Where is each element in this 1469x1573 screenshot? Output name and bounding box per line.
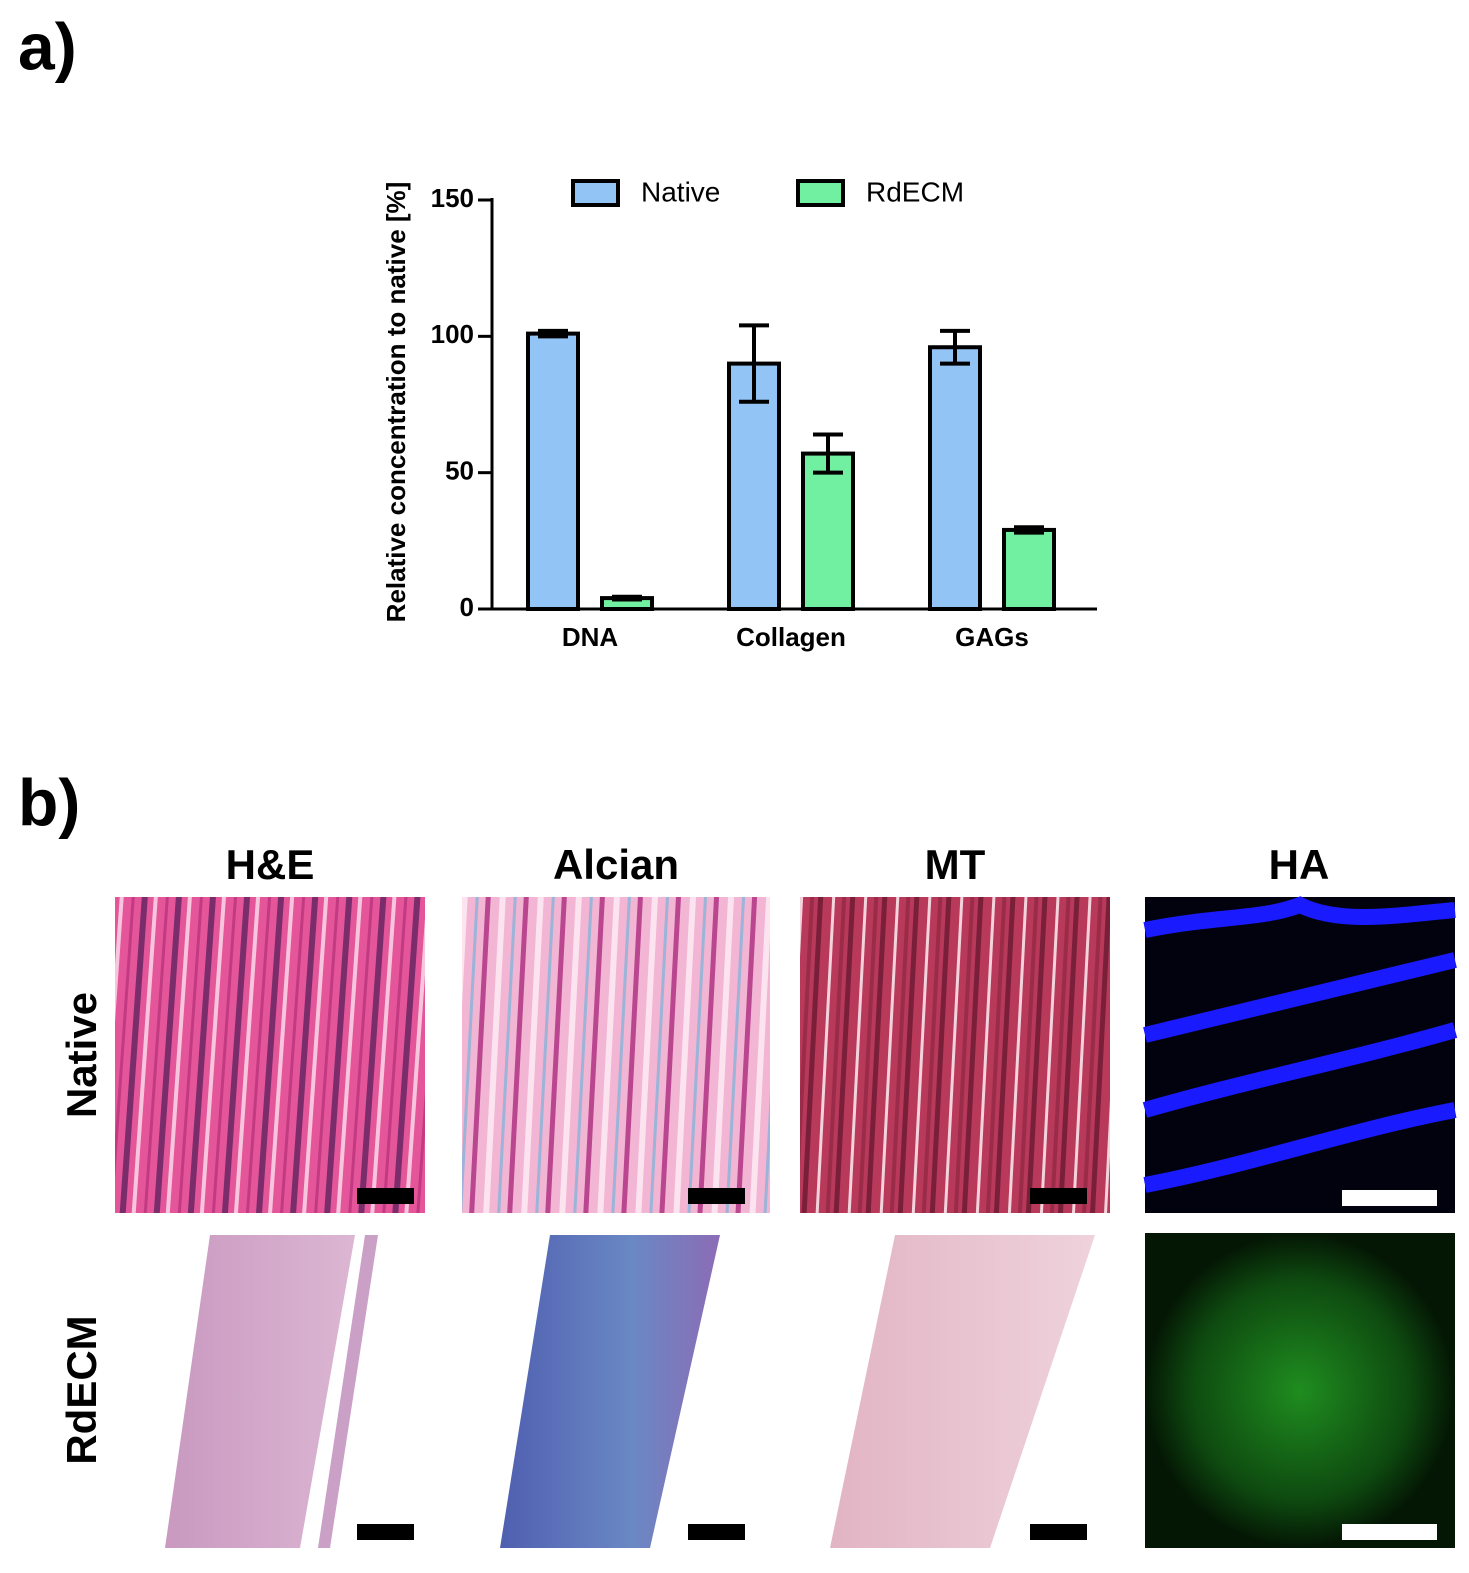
- y-tick-label: 150: [431, 183, 474, 213]
- scale-bar: [357, 1524, 414, 1540]
- fluorescence: [1142, 896, 1458, 1193]
- micrograph: [318, 1235, 378, 1548]
- scale-bar: [357, 1188, 414, 1204]
- micrograph: [165, 1235, 355, 1548]
- panel-label: b): [18, 765, 80, 839]
- bar-chart: Relative concentration to native [%]: [381, 182, 411, 623]
- bar: [801, 451, 855, 611]
- y-axis-label: Relative concentration to native [%]: [381, 182, 411, 623]
- bar: [1002, 527, 1056, 612]
- histology-grid: [115, 896, 1458, 1548]
- scale-bar: [688, 1524, 745, 1540]
- scale-bar: [1342, 1190, 1437, 1206]
- error-bar: [612, 594, 642, 602]
- micrograph: [500, 1235, 720, 1548]
- error-bar: [813, 432, 843, 475]
- bar: [526, 331, 580, 611]
- micrograph: [830, 1235, 1095, 1548]
- error-bar: [940, 328, 970, 366]
- micrograph: [1145, 1233, 1455, 1548]
- scale-bar: [688, 1188, 745, 1204]
- error-bar: [739, 323, 769, 404]
- legend-swatch: [571, 179, 620, 207]
- error-bar: [1014, 525, 1044, 535]
- bar: [928, 345, 982, 611]
- scale-bar: [1030, 1524, 1087, 1540]
- micrograph: [462, 897, 770, 1213]
- row-label: RdECM: [58, 1315, 105, 1464]
- error-bar: [538, 328, 568, 339]
- y-tick-label: 100: [431, 319, 474, 349]
- x-tick-label: Collagen: [736, 622, 846, 652]
- legend-label: Native: [641, 176, 720, 207]
- y-tick-label: 0: [460, 592, 474, 622]
- scale-bar: [1342, 1524, 1437, 1540]
- micrograph: [800, 897, 1110, 1213]
- legend-swatch: [796, 179, 845, 207]
- x-tick-label: DNA: [562, 622, 619, 652]
- column-header: HA: [1269, 841, 1330, 888]
- scale-bar: [1030, 1188, 1087, 1204]
- column-header: Alcian: [553, 841, 679, 888]
- x-tick-label: GAGs: [955, 622, 1029, 652]
- micrograph: [1145, 897, 1455, 1213]
- micrograph: [115, 897, 425, 1213]
- column-header: MT: [925, 841, 986, 888]
- panel-label: a): [18, 9, 77, 83]
- column-header: H&E: [226, 841, 315, 888]
- row-label: Native: [58, 992, 105, 1118]
- legend-label: RdECM: [866, 176, 964, 207]
- y-tick-label: 50: [445, 456, 474, 486]
